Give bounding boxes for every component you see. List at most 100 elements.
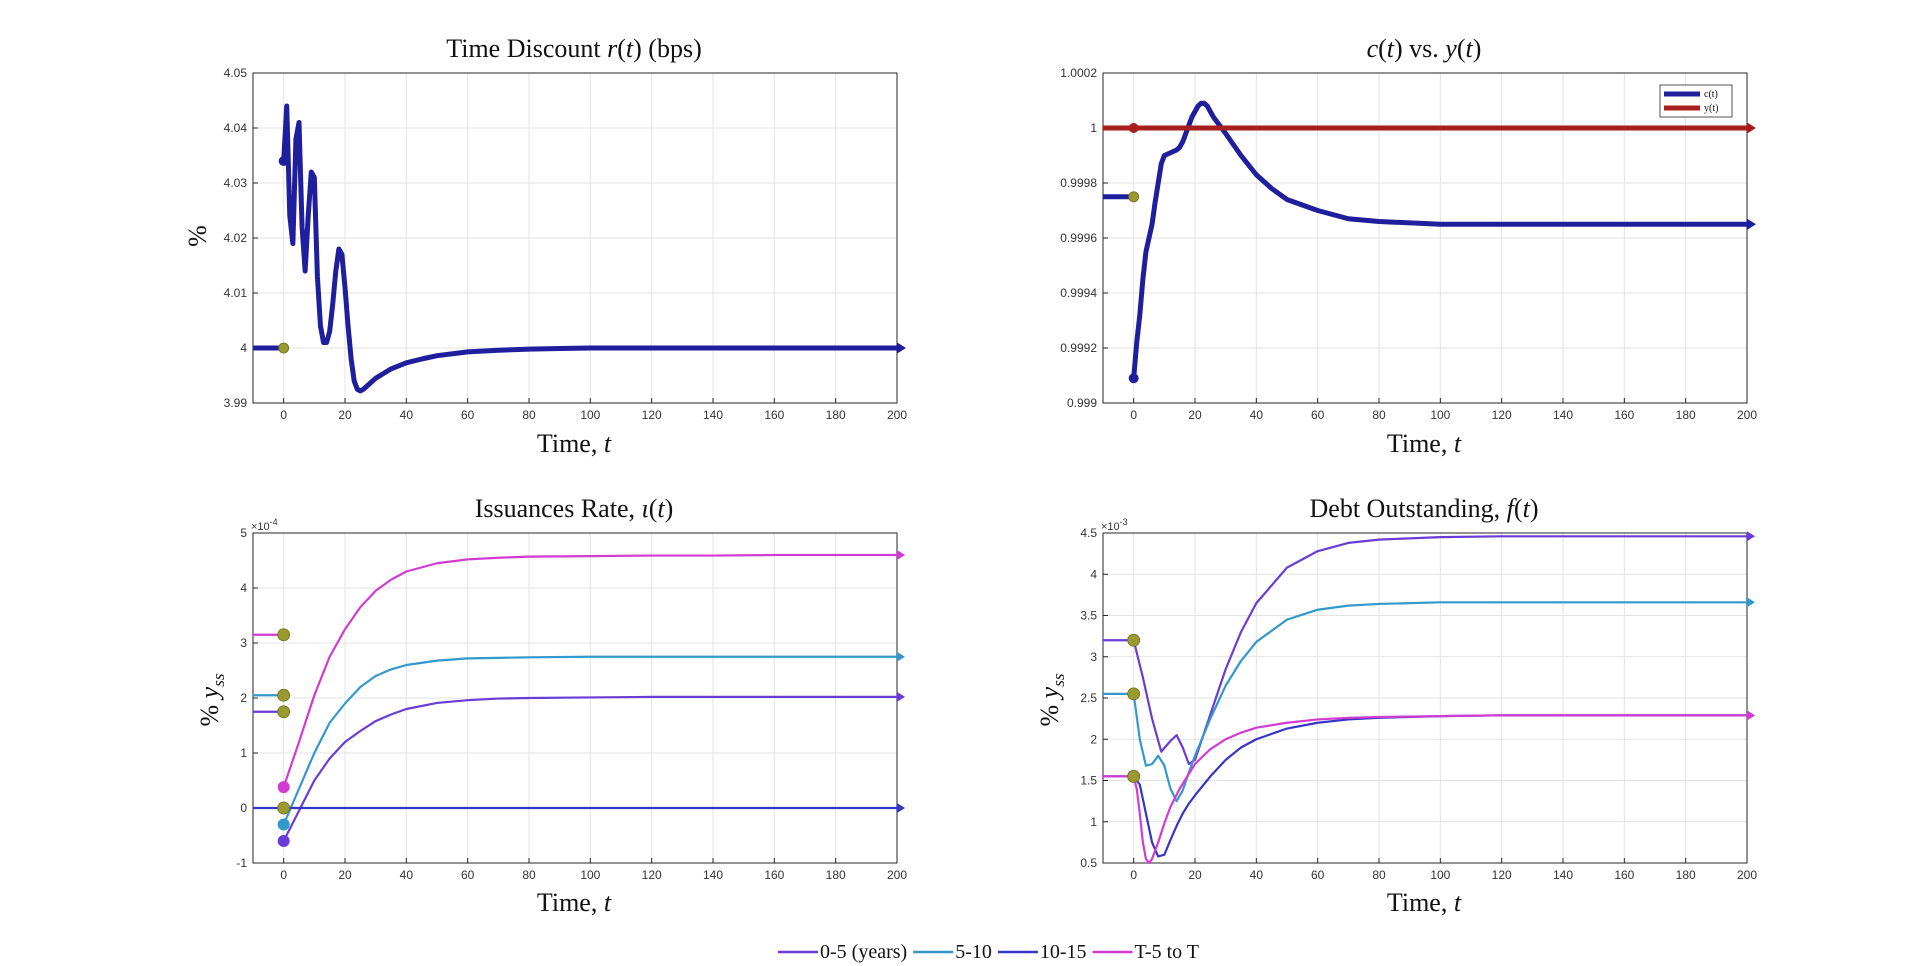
x-tick-label: 180: [826, 868, 846, 882]
y-tick-label: 0.9998: [1060, 176, 1097, 190]
y-tick-label: 0.9996: [1060, 231, 1097, 245]
x-tick-label: 200: [1737, 868, 1757, 882]
y-tick-label: 4.5: [1080, 526, 1097, 540]
series: [253, 691, 905, 847]
steady-state-point: [277, 628, 291, 642]
end-arrow: [1747, 218, 1756, 230]
figure-legend: 0-5 (years) 5-10 10-15 T-5 to T: [778, 941, 1199, 963]
series-line: [282, 655, 897, 825]
impact-point: [277, 835, 290, 847]
y-tick-label: 0: [240, 801, 247, 815]
x-tick-label: 120: [1492, 868, 1512, 882]
x-tick-label: 80: [522, 868, 536, 882]
series-line: [1132, 601, 1747, 803]
x-tick-label: 20: [338, 408, 352, 422]
y-tick-label: 3.5: [1080, 609, 1097, 623]
steady-state-point: [1127, 687, 1141, 701]
series-line: [282, 695, 897, 842]
series-line: [1132, 714, 1747, 865]
y-tick-label: 1: [240, 746, 247, 760]
steady-state-point: [1127, 769, 1141, 783]
x-tick-label: 100: [1430, 408, 1450, 422]
x-tick-label: 60: [1311, 868, 1325, 882]
x-tick-label: 80: [1372, 868, 1386, 882]
y-tick-label: 4.04: [224, 121, 248, 135]
x-tick-label: 160: [764, 408, 784, 422]
x-tick-label: 20: [1188, 408, 1202, 422]
y-tick-label: 1: [1090, 121, 1097, 135]
x-tick-label: 200: [887, 408, 907, 422]
legend-label: 5-10: [955, 941, 992, 963]
y-tick-label: 0.9994: [1060, 286, 1097, 300]
y-tick-label: 4.05: [224, 66, 248, 80]
x-tick-label: 0: [280, 408, 287, 422]
x-tick-label: 120: [642, 408, 662, 422]
x-tick-label: 160: [1614, 868, 1634, 882]
series: [1103, 100, 1756, 384]
y-tick-label: 0.999: [1067, 396, 1097, 410]
x-tick-label: 120: [1492, 408, 1512, 422]
chart-legend: c(t) y(t): [1659, 84, 1733, 118]
x-tick-label: 160: [764, 868, 784, 882]
steady-state-point: [277, 801, 291, 815]
series-line: [282, 553, 897, 788]
y-tick-label: 0.5: [1080, 856, 1097, 870]
series: [1103, 597, 1755, 803]
y-axis-label: % yss: [1035, 673, 1068, 726]
end-arrow: [897, 651, 905, 662]
steady-state-point: [1128, 191, 1140, 203]
x-axis-label: Time, t: [1387, 888, 1462, 917]
x-tick-label: 80: [522, 408, 536, 422]
x-tick-label: 100: [1430, 868, 1450, 882]
y-tick-label: 4: [240, 581, 247, 595]
series-line: [1132, 535, 1747, 766]
legend-box: [1659, 84, 1733, 118]
impact-point: [1128, 373, 1139, 384]
y-tick-label: 3: [1090, 650, 1097, 664]
x-tick-label: 180: [1676, 408, 1696, 422]
y-tick-label: 2: [1090, 732, 1097, 746]
x-tick-label: 140: [1553, 868, 1573, 882]
x-tick-label: 160: [1614, 408, 1634, 422]
impact-point: [1128, 123, 1139, 133]
x-tick-label: 140: [703, 408, 723, 422]
y-tick-label: 4: [1090, 567, 1097, 581]
y-tick-label: 2.5: [1080, 691, 1097, 705]
series: [1103, 710, 1755, 865]
y-tick-label: -1: [236, 856, 247, 870]
y-tick-label: 4.01: [224, 286, 248, 300]
x-axis-label: Time, t: [537, 429, 612, 458]
chart-title: Debt Outstanding, f(t): [1310, 494, 1539, 523]
x-tick-label: 60: [1311, 408, 1325, 422]
y-exponent-label: ×10-3: [1101, 517, 1128, 533]
y-tick-label: 4: [240, 341, 247, 355]
x-tick-label: 140: [1553, 408, 1573, 422]
y-tick-label: 4.02: [224, 231, 248, 245]
end-arrow: [897, 342, 906, 354]
steady-state-point: [277, 705, 291, 719]
y-axis-label: %: [183, 225, 212, 247]
panel-c-vs-y: c(t) vs. y(t) Time, t 0 20 40 60 80 100 120 140…: [1060, 34, 1757, 458]
series: [1103, 531, 1755, 766]
impact-point: [277, 818, 290, 831]
y-tick-label: 2: [240, 691, 247, 705]
x-tick-label: 0: [1130, 868, 1137, 882]
series: [253, 103, 906, 394]
x-tick-label: 100: [580, 868, 600, 882]
chart-title: Issuances Rate, ι(t): [475, 494, 674, 523]
panel-debt-outstanding: Debt Outstanding, f(t) Time, t % yss ×10…: [1035, 494, 1757, 917]
x-tick-label: 40: [1250, 408, 1264, 422]
legend-label: T-5 to T: [1135, 941, 1199, 963]
y-axis-label: % yss: [195, 673, 228, 726]
series: [253, 651, 905, 831]
impact-point: [277, 781, 290, 794]
x-tick-label: 200: [1737, 408, 1757, 422]
series: [253, 801, 905, 815]
legend-label: 10-15: [1040, 941, 1087, 963]
x-tick-label: 40: [1250, 868, 1264, 882]
end-arrow: [1747, 710, 1755, 721]
panel-time-discount: Time Discount r(t) (bps) Time, t % 0 20 40…: [183, 34, 907, 458]
legend-label: c(t): [1704, 89, 1718, 100]
end-arrow: [897, 550, 905, 560]
